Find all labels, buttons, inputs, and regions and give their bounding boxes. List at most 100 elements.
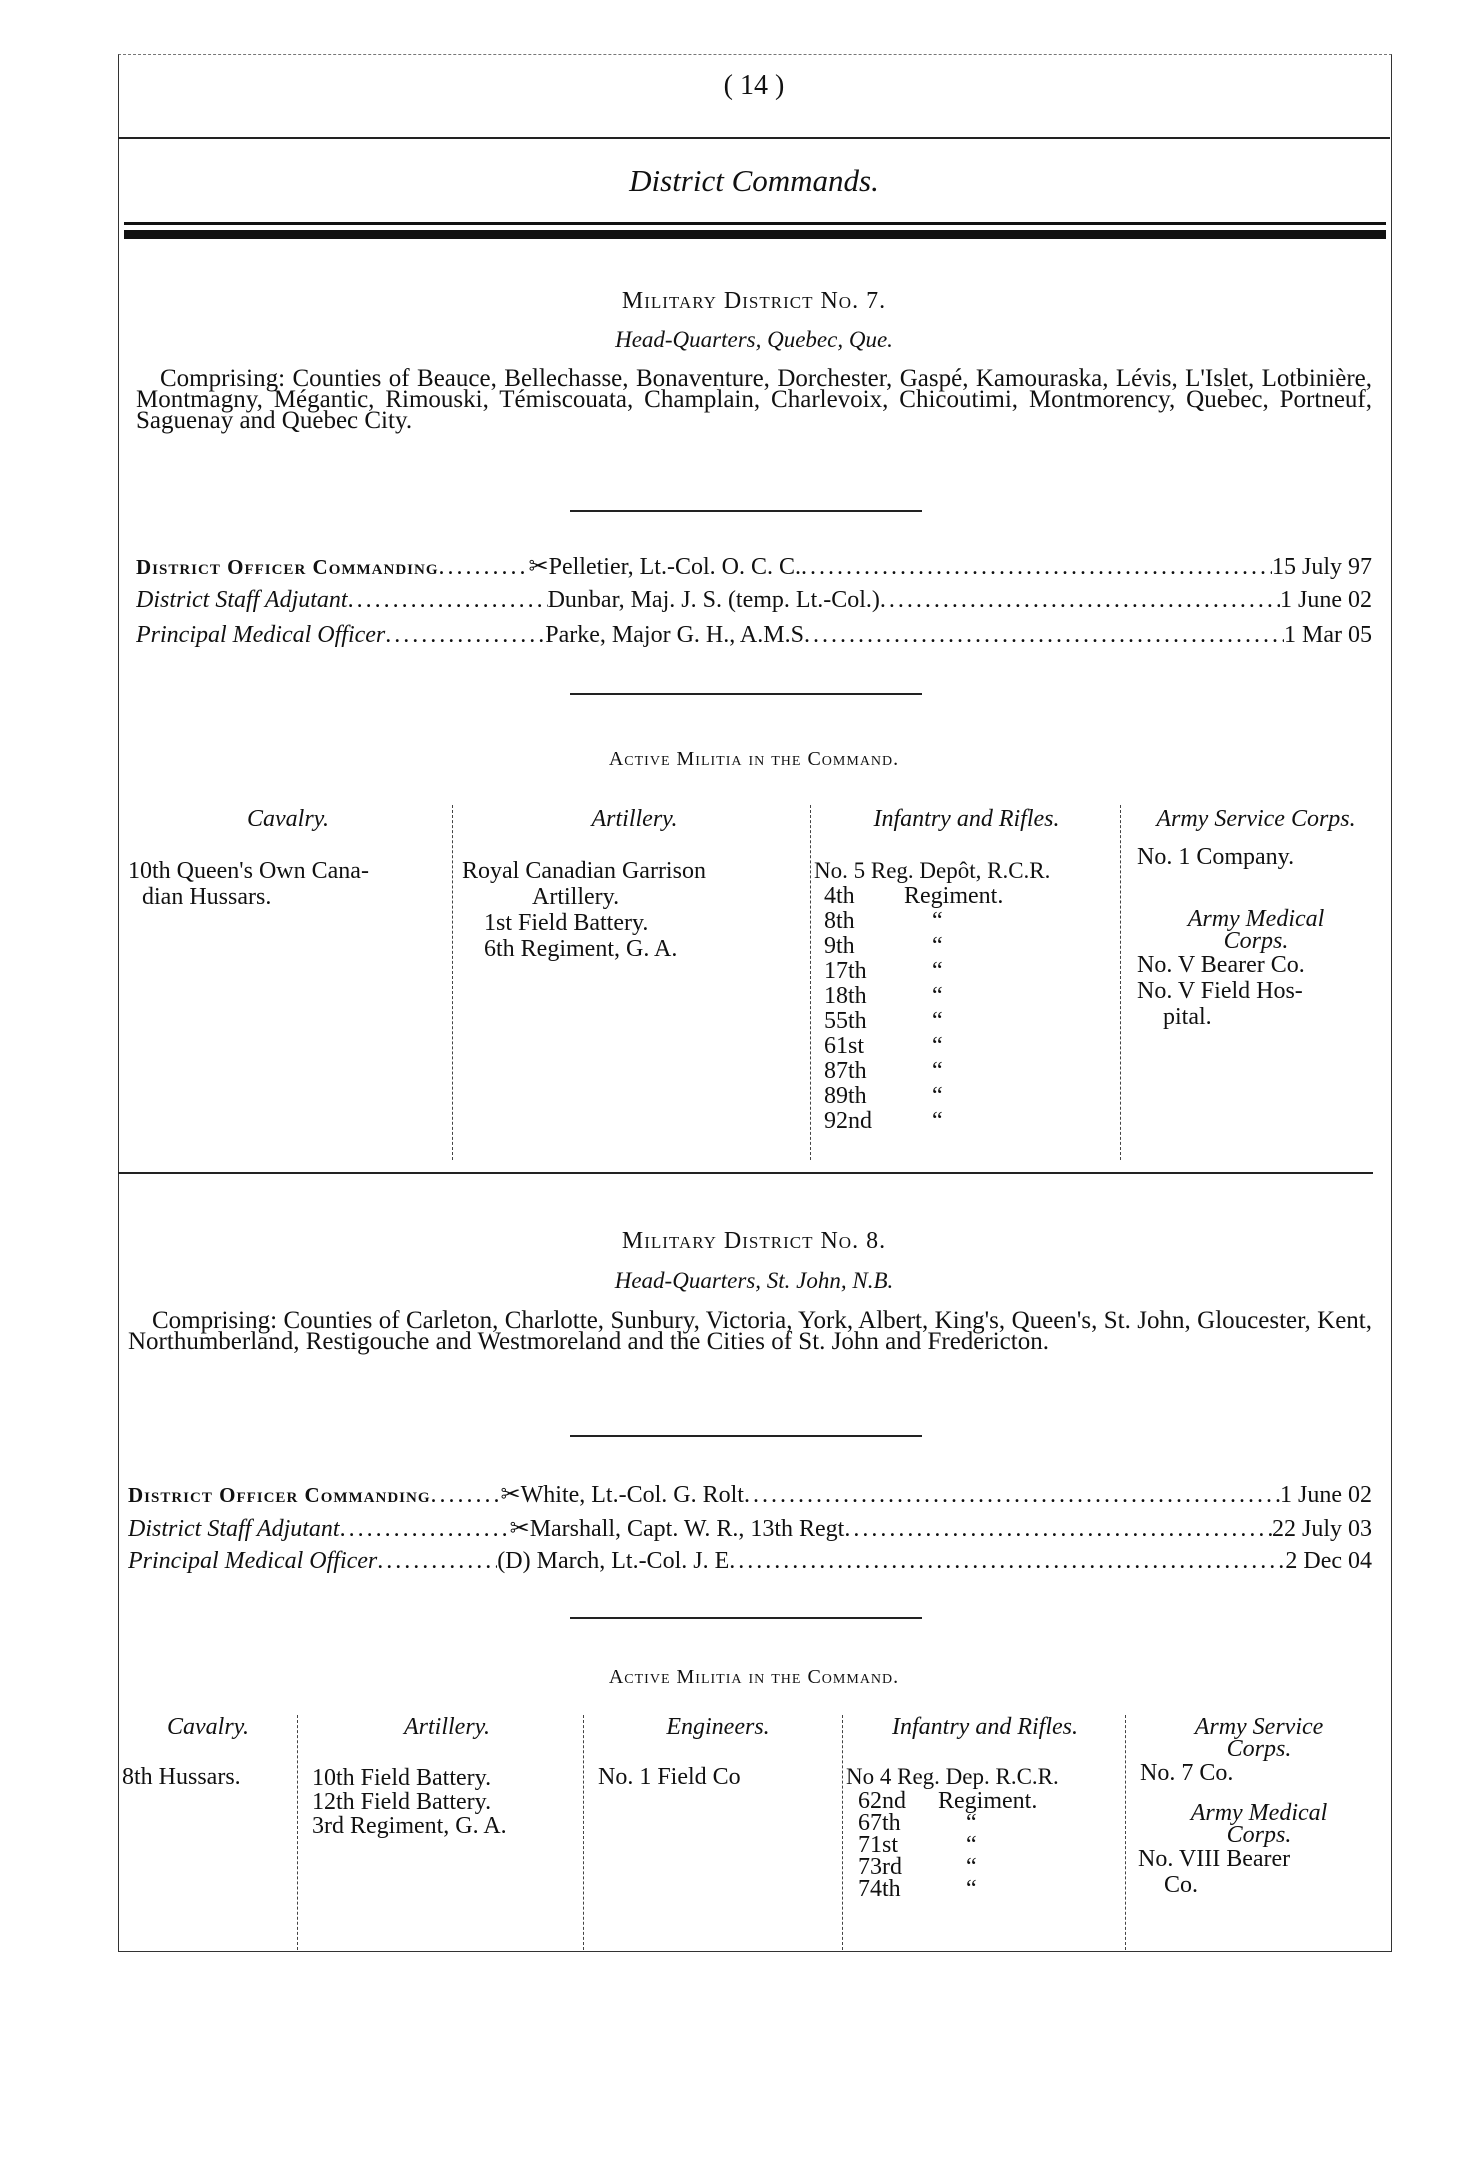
column-header: Cavalry. <box>247 806 329 832</box>
district-comprising: Comprising: Counties of Carleton, Charlo… <box>128 1307 1372 1355</box>
list-item: No 4 Reg. Dep. R.C.R. <box>846 1764 1059 1789</box>
regiment-label: “ <box>932 1033 943 1059</box>
infantry-column: Infantry and Rifles. No. 5 Reg. Depôt, R… <box>814 806 1119 1134</box>
officer-date: 1 June 02 <box>1280 1482 1372 1508</box>
column-header: Infantry and Rifles. <box>892 1714 1078 1740</box>
officer-name: Parke, Major G. H., A.M.S <box>545 622 804 648</box>
short-rule <box>570 510 922 512</box>
regiment-label: “ <box>932 933 943 959</box>
column-header: Army Medical Corps. <box>1187 906 1325 954</box>
column-header: Army Medical Corps. <box>1190 1800 1328 1848</box>
list-item: No. V Field Hos- <box>1137 978 1303 1004</box>
district-headquarters: Head-Quarters, St. John, N.B. <box>614 1268 894 1293</box>
column-divider <box>297 1715 298 1950</box>
list-item: 18th “ <box>824 984 1119 1009</box>
regiment-label: “ <box>966 1832 977 1858</box>
regiment-number: 89th <box>824 1083 867 1109</box>
regiment-number: 67th <box>858 1810 901 1836</box>
regiment-label: “ <box>932 983 943 1009</box>
officer-name: Dunbar, Maj. J. S. (temp. Lt.-Col.) <box>547 587 880 613</box>
district-title: Military District No. 8. <box>621 1228 887 1254</box>
regiment-label: “ <box>932 1108 943 1134</box>
officer-date: 1 June 02 <box>1280 587 1372 613</box>
regiment-label: “ <box>932 1058 943 1084</box>
regiment-number: 61st <box>824 1033 865 1059</box>
regiment-label: “ <box>932 1008 943 1034</box>
regiment-label: Regiment. <box>904 883 1004 909</box>
officer-date: 22 July 03 <box>1271 1516 1372 1542</box>
regiment-number: 18th <box>824 983 867 1009</box>
officer-name: ✂White, Lt.-Col. G. Rolt <box>500 1482 744 1508</box>
regiment-number: 9th <box>824 933 855 959</box>
officer-date: 15 July 97 <box>1271 554 1372 580</box>
officer-role: District Staff Adjutant <box>128 1516 340 1542</box>
list-item: 10th Field Battery. <box>312 1765 492 1791</box>
list-item: 61st “ <box>824 1034 1119 1059</box>
district-comprising: Comprising: Counties of Beauce, Bellecha… <box>136 365 1372 434</box>
column-header: Army Service Corps. <box>1156 806 1356 832</box>
officer-row: Principal Medical Officer Parke, Major G… <box>136 622 1372 652</box>
officer-row: District Officer Commanding ✂Pelletier, … <box>136 552 1372 582</box>
page-frame <box>118 54 1392 1952</box>
infantry-column: Infantry and Rifles. No 4 Reg. Dep. R.C.… <box>846 1714 1124 1902</box>
regiment-number: 71st <box>858 1832 899 1858</box>
officer-role: Principal Medical Officer <box>128 1548 378 1574</box>
double-rule <box>124 222 1386 225</box>
artillery-column: Artillery. Royal Canadian Garrison Artil… <box>462 807 807 962</box>
list-item: 55th “ <box>824 1009 1119 1034</box>
engineers-column: Engineers. No. 1 Field Co <box>598 1714 838 1790</box>
column-header: Engineers. <box>666 1714 770 1740</box>
regiment-number: 8th <box>824 908 855 934</box>
regiment-number: 74th <box>858 1876 901 1902</box>
list-item: 74th “ <box>858 1876 1124 1902</box>
section-title: District Commands. <box>629 163 879 198</box>
column-divider <box>452 805 453 1160</box>
officer-row: District Staff Adjutant Dunbar, Maj. J. … <box>136 587 1372 617</box>
corps-column: Army Service Corps. No. 7 Co. Army Medic… <box>1130 1715 1388 1898</box>
list-item: 87th “ <box>824 1059 1119 1084</box>
officer-role: District Officer Commanding <box>128 1483 431 1507</box>
list-item: dian Hussars. <box>142 884 272 910</box>
officer-date: 2 Dec 04 <box>1285 1548 1372 1574</box>
regiment-number: 87th <box>824 1058 867 1084</box>
short-rule <box>570 1435 922 1437</box>
officer-role: District Staff Adjutant <box>136 587 348 613</box>
column-divider <box>1125 1715 1126 1950</box>
column-divider <box>583 1715 584 1950</box>
corps-column: Army Service Corps. No. 1 Company. Army … <box>1125 806 1387 1030</box>
regiment-number: 73rd <box>858 1854 902 1880</box>
regiment-number: 55th <box>824 1008 867 1034</box>
regiment-label: “ <box>966 1810 977 1836</box>
militia-heading: Active Militia in the Command. <box>608 1666 900 1688</box>
list-item: 3rd Regiment, G. A. <box>312 1813 507 1839</box>
militia-heading: Active Militia in the Command. <box>608 748 900 770</box>
regiment-label: “ <box>966 1876 977 1902</box>
officer-name: (D) March, Lt.-Col. J. E <box>497 1548 730 1574</box>
officer-name: ✂Marshall, Capt. W. R., 13th Regt <box>509 1516 845 1542</box>
officer-date: 1 Mar 05 <box>1284 622 1372 648</box>
artillery-column: Artillery. 10th Field Battery. 12th Fiel… <box>312 1715 582 1839</box>
officer-name: ✂Pelletier, Lt.-Col. O. C. C. <box>528 554 801 580</box>
district-title: Military District No. 7. <box>621 288 887 314</box>
regiment-label: “ <box>932 958 943 984</box>
regiment-label: “ <box>966 1854 977 1880</box>
column-divider <box>1120 805 1121 1160</box>
regiment-number: 17th <box>824 958 867 984</box>
list-item: 1st Field Battery. <box>484 910 649 936</box>
list-item: Co. <box>1164 1872 1199 1898</box>
page-number: ( 14 ) <box>723 70 785 101</box>
column-header: Infantry and Rifles. <box>873 806 1060 832</box>
cavalry-column: Cavalry. 8th Hussars. <box>122 1714 294 1790</box>
column-divider <box>842 1715 843 1950</box>
list-item: 71st “ <box>858 1832 1124 1858</box>
double-rule <box>124 230 1386 239</box>
column-header: Cavalry. <box>167 1714 249 1740</box>
divider <box>118 137 1390 139</box>
list-item: No. 7 Co. <box>1140 1760 1234 1786</box>
list-item: 8th “ <box>824 909 1119 934</box>
list-item: 92nd “ <box>824 1109 1119 1134</box>
officer-row: District Officer Commanding ✂White, Lt.-… <box>128 1480 1372 1510</box>
list-item: No. VIII Bearer <box>1138 1846 1291 1872</box>
list-item: 73rd “ <box>858 1854 1124 1880</box>
list-item: 6th Regiment, G. A. <box>484 936 678 962</box>
